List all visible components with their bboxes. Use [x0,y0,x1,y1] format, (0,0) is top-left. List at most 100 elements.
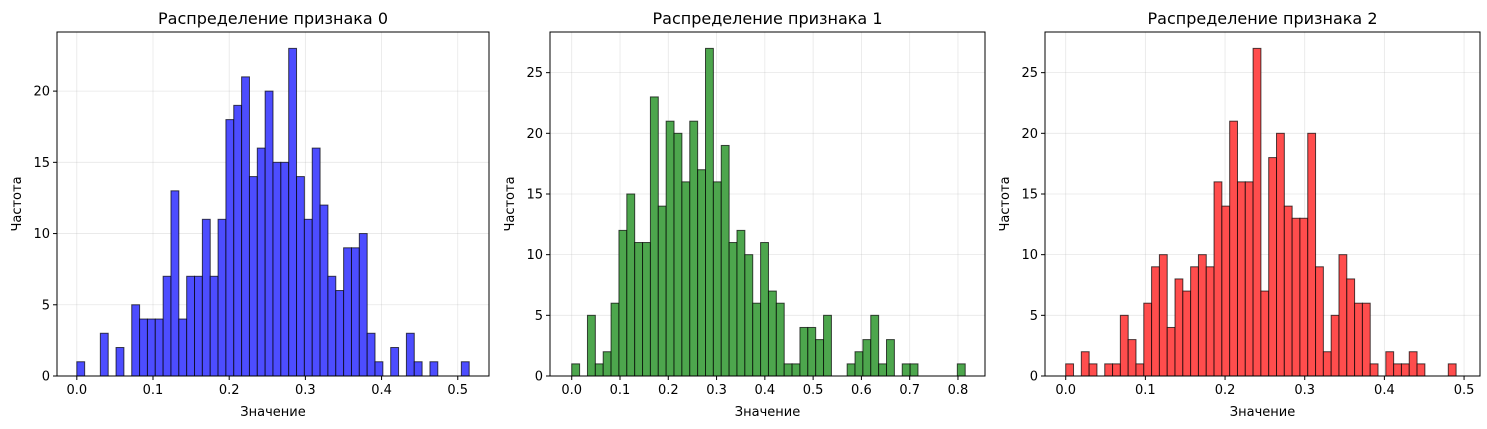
histogram-bar [1065,363,1075,377]
histogram-bar [886,339,895,377]
histogram-bar [1244,181,1254,377]
x-tick-label: 0.1 [610,383,631,398]
x-axis-label: Значение [1230,405,1295,420]
chart-title: Распределение признака 0 [158,9,388,28]
histogram-bar [705,47,714,377]
histogram-bar [791,363,801,377]
histogram-bar [1307,132,1317,377]
histogram-bar [429,361,439,377]
histogram-bar [1080,351,1090,377]
histogram-bar [1174,278,1184,377]
histogram-bar [1221,205,1231,377]
histogram-bar [405,332,415,377]
histogram-bar [878,363,888,377]
histogram-bar [1354,302,1363,377]
histogram-bar [956,363,966,377]
histogram-bar [901,363,911,377]
x-tick-label: 0.1 [1135,383,1156,398]
y-tick-label: 10 [1021,248,1038,263]
y-axis-label: Частота [998,176,1013,231]
histogram-bar [1088,363,1098,377]
x-tick-label: 0.3 [295,383,316,398]
histogram-panel-0: 0.0 0.1 0.2 0.3 0.4 0.5 0 5 10 15 20 Распределение… [10,9,490,420]
histogram-bar [799,326,809,377]
histogram-bar [280,161,290,377]
histogram-bar [1260,290,1270,377]
y-tick-label: 25 [526,66,543,81]
histogram-bar [374,361,384,377]
x-tick-label: 0.7 [899,383,920,398]
histogram-bar [1393,363,1402,377]
histogram-bar [99,332,109,377]
histogram-bar [256,147,266,377]
histogram-bar [586,314,596,377]
histogram-bar [327,275,337,377]
y-tick-label: 0 [1030,370,1038,385]
x-tick-label: 0.2 [219,383,240,398]
histogram-bar [413,361,423,377]
histogram-bar [728,242,738,377]
histogram-bar [909,363,919,377]
histogram-bar [343,247,352,377]
histogram-bar [170,190,180,377]
y-axis-label: Частота [10,176,25,231]
histogram-bar [460,361,470,377]
histogram-bar [657,205,667,377]
histogram-bar [697,169,707,377]
histogram-bar [775,302,785,377]
y-tick-label: 20 [1021,127,1038,142]
histogram-bar [618,229,628,377]
histogram-bar [1299,217,1309,377]
histogram-bar [1338,254,1348,377]
x-tick-label: 0.3 [1294,383,1315,398]
histogram-bar [131,304,141,377]
histogram-bar [76,361,86,377]
histogram-bar [626,193,636,377]
y-tick-label: 5 [42,298,50,313]
histogram-bar [1252,47,1262,377]
histogram-bar [303,218,313,377]
histogram-bar [1190,266,1199,377]
histogram-bar [1385,351,1395,377]
y-tick-label: 20 [33,85,50,100]
histogram-bar [1268,157,1278,377]
histogram-bar [1408,351,1418,377]
histogram-bar [335,290,345,377]
x-tick-label: 0.1 [143,383,164,398]
histogram-bar [665,120,675,377]
histogram-bar [186,275,196,377]
histogram-bar [1447,363,1457,377]
histogram-bar [1158,254,1168,377]
axes-frame [56,31,490,377]
x-tick-label: 0.5 [1454,383,1475,398]
y-tick-label: 20 [526,127,543,142]
x-tick-label: 0.4 [1374,383,1395,398]
histogram-bar [311,147,321,377]
y-tick-label: 10 [526,248,543,263]
histogram-bar [178,318,188,377]
histogram-bar [807,326,817,377]
chart-title: Распределение признака 1 [653,9,883,28]
histogram-bar [642,242,651,377]
x-axis-label: Значение [735,405,800,420]
histogram-bar [1361,302,1371,377]
histogram-bar [1346,278,1356,377]
histogram-bar [288,47,298,377]
histogram-bar [1143,302,1153,377]
histogram-bar [1400,363,1410,377]
histogram-bar [209,275,219,377]
y-tick-label: 0 [42,370,50,385]
y-tick-label: 15 [526,187,543,202]
histogram-bar [241,76,250,377]
histogram-bar [1315,266,1324,377]
x-tick-label: 0.2 [1215,383,1236,398]
y-tick-label: 5 [1030,309,1038,324]
histogram-panel-2: 0.0 0.1 0.2 0.3 0.4 0.5 0 5 10 15 20 25 Распределен… [998,9,1481,420]
histogram-bar [594,363,604,377]
histogram-bar [1330,314,1340,377]
x-tick-label: 0.0 [561,383,582,398]
histogram-bar [225,119,235,377]
histogram-bar [649,96,659,377]
x-tick-label: 0.4 [755,383,776,398]
